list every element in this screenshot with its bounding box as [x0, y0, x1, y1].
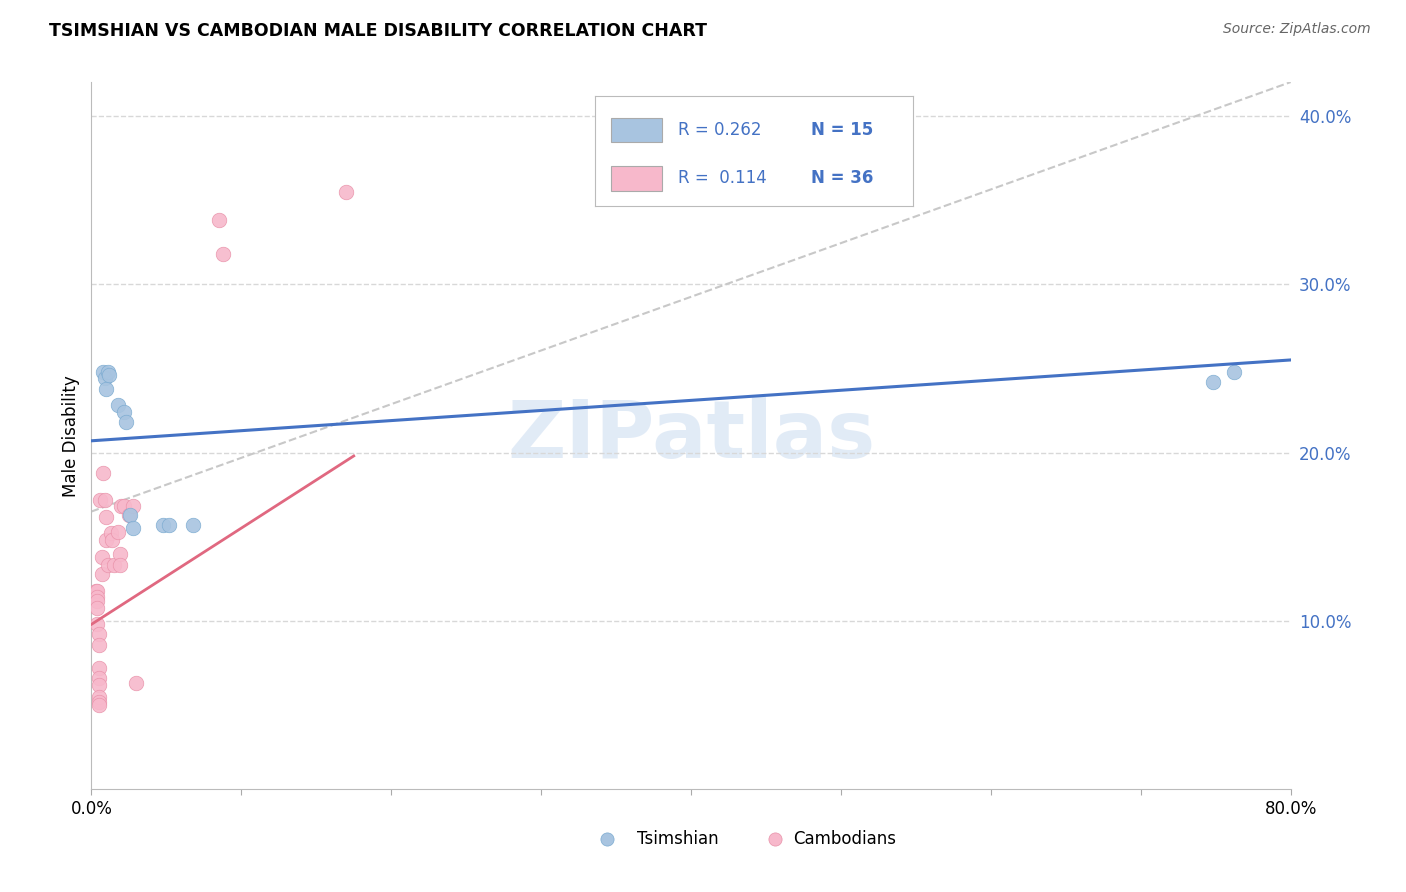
Point [86, 591, 108, 605]
Point [97, 558, 120, 573]
Point [108, 558, 131, 573]
Text: Cambodians: Cambodians [793, 830, 896, 848]
Point [87, 690, 110, 704]
Point [118, 508, 141, 522]
Point [87, 678, 110, 692]
Point [183, 518, 205, 533]
Point [93, 466, 115, 480]
Point [84, 583, 107, 598]
Point [86, 594, 108, 608]
Point [120, 508, 142, 522]
Point [86, 600, 108, 615]
Point [93, 365, 115, 379]
Point [208, 213, 231, 227]
Point [152, 518, 174, 533]
Point [87, 671, 110, 685]
Point [110, 500, 132, 514]
Point [212, 247, 235, 261]
Point [97, 365, 120, 379]
Point [87, 638, 110, 652]
Y-axis label: Male Disability: Male Disability [62, 375, 80, 497]
Point [96, 509, 118, 524]
Point [90, 549, 112, 564]
Point [94, 371, 117, 385]
Text: Source: ZipAtlas.com: Source: ZipAtlas.com [1223, 22, 1371, 37]
Point [112, 405, 135, 419]
Point [125, 676, 148, 690]
Point [87, 661, 110, 675]
Point [96, 533, 118, 548]
Point [103, 558, 125, 573]
Point [107, 399, 129, 413]
Point [90, 566, 112, 581]
Point [1202, 375, 1225, 389]
Point [86, 583, 108, 598]
Point [87, 698, 110, 713]
Point [101, 533, 124, 548]
Point [87, 695, 110, 709]
Point [94, 492, 117, 507]
Text: Tsimshian: Tsimshian [637, 830, 718, 848]
Point [115, 415, 138, 429]
Point [1222, 365, 1244, 379]
Point [122, 500, 145, 514]
Point [96, 382, 118, 396]
Text: TSIMSHIAN VS CAMBODIAN MALE DISABILITY CORRELATION CHART: TSIMSHIAN VS CAMBODIAN MALE DISABILITY C… [49, 22, 707, 40]
Point [157, 518, 180, 533]
Text: ZIPatlas: ZIPatlas [508, 397, 875, 475]
Point [107, 524, 129, 539]
Point [87, 627, 110, 641]
Point [108, 547, 131, 561]
Point [89, 492, 111, 507]
Point [86, 617, 108, 632]
Point [100, 526, 122, 541]
Point [112, 500, 135, 514]
Point [335, 185, 357, 199]
Point [98, 368, 121, 383]
Point [122, 521, 145, 535]
